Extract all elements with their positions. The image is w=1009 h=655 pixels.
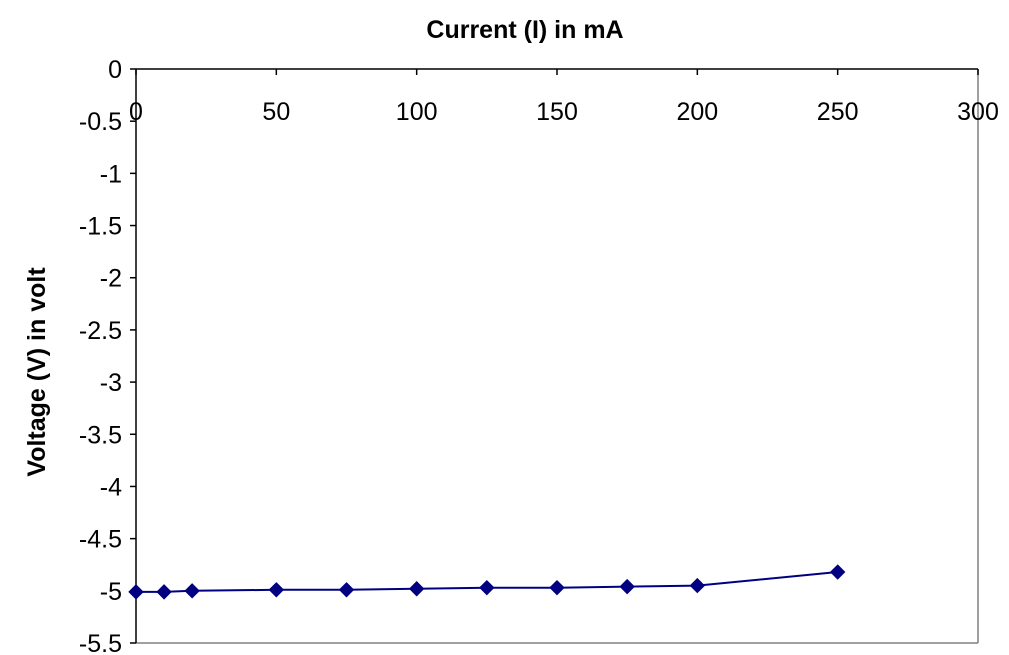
y-tick-label: -3.5 — [79, 421, 122, 449]
y-tick-label: -0.5 — [79, 108, 122, 136]
data-point-marker — [479, 579, 495, 596]
data-point-marker — [689, 577, 706, 594]
chart-title: Current (I) in mA — [426, 16, 623, 44]
x-tick-label: 150 — [536, 98, 578, 126]
data-point-marker — [829, 564, 846, 580]
data-point-marker — [408, 581, 425, 597]
data-point-marker — [184, 583, 200, 599]
y-tick-label: -4.5 — [79, 526, 122, 554]
data-point-marker — [268, 582, 285, 598]
x-tick-label: 50 — [262, 98, 290, 126]
data-point-marker — [338, 582, 355, 598]
data-point-marker — [549, 579, 565, 596]
y-tick-label: -2 — [100, 265, 122, 293]
data-point-marker — [156, 584, 172, 600]
y-tick-label: -5 — [100, 578, 122, 606]
y-tick-label: -4 — [100, 473, 122, 501]
y-tick-label: -2.5 — [79, 317, 122, 345]
y-tick-label: -1 — [100, 160, 122, 188]
y-tick-label: -1.5 — [79, 213, 122, 241]
y-axis-label: Voltage (V) in volt — [23, 267, 51, 477]
x-tick-label: 100 — [396, 98, 438, 126]
y-tick-label: -5.5 — [79, 630, 122, 655]
plot-area: 0-0.5-1-1.5-2-2.5-3-3.5-4-4.5-5-5.50 50 10… — [79, 56, 999, 655]
x-tick-label: 300 — [957, 98, 999, 126]
x-tick-label: 0 — [129, 98, 143, 126]
data-point-marker — [619, 578, 635, 595]
x-tick-label: 200 — [676, 98, 718, 126]
y-tick-label: 0 — [108, 56, 122, 84]
x-tick-label: 250 — [817, 98, 859, 126]
y-tick-label: -3 — [100, 369, 122, 397]
data-point-marker — [128, 584, 144, 600]
